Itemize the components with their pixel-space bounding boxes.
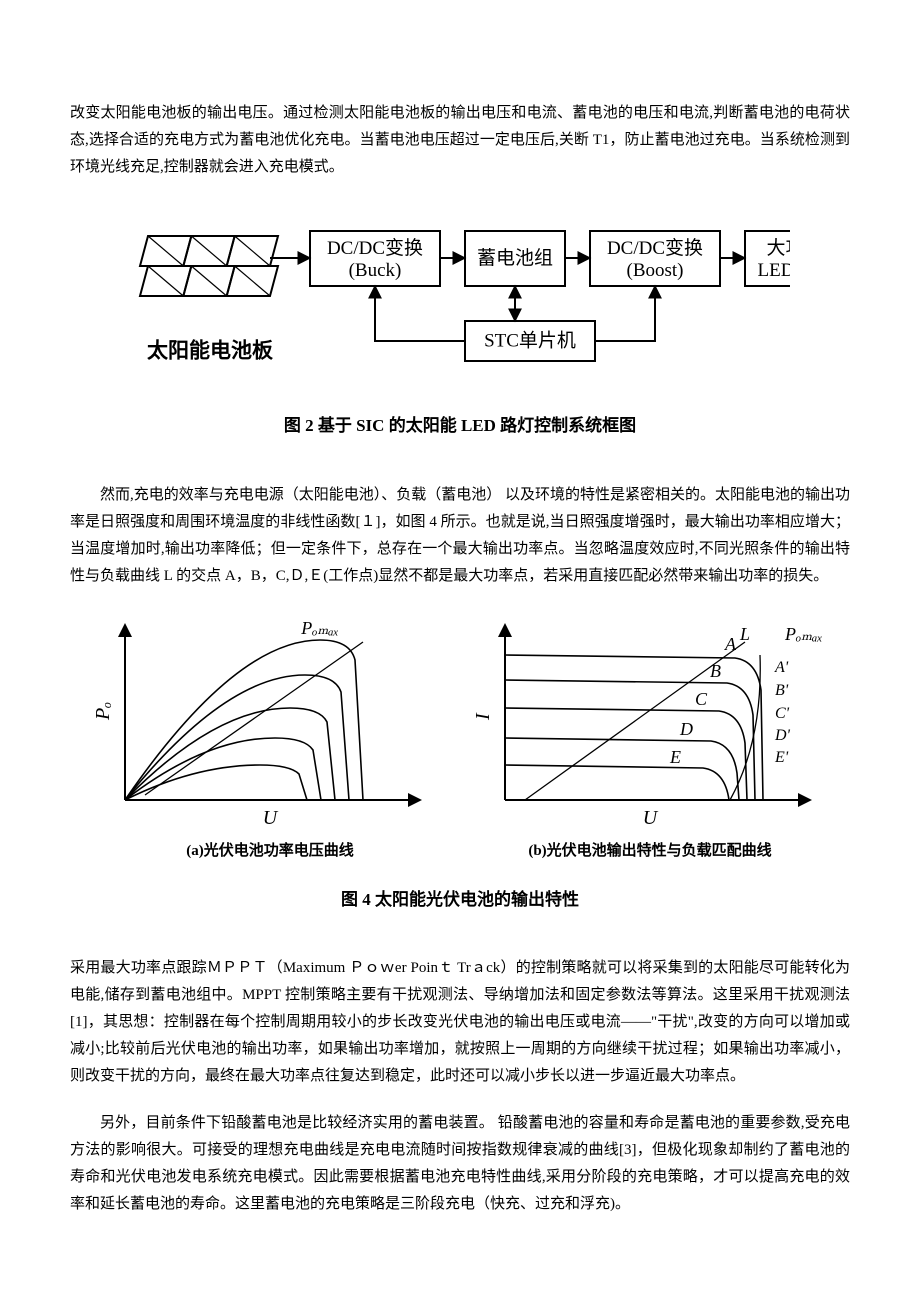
svg-text:D: D — [679, 719, 693, 739]
svg-text:C': C' — [775, 705, 790, 722]
paragraph-2: 然而,充电的效率与充电电源（太阳能电池）、负载（蓄电池） 以及环境的特性是紧密相… — [70, 482, 850, 590]
figure-4b-chart: I U Pₒₘₐₓ LABCDE A' B' C' D' E' — [475, 620, 825, 830]
svg-text:B': B' — [775, 682, 789, 699]
svg-text:蓄电池组: 蓄电池组 — [477, 247, 553, 269]
svg-text:I: I — [475, 712, 494, 721]
figure-4-caption: 图 4 太阳能光伏电池的输出特性 — [70, 885, 850, 916]
svg-text:C: C — [695, 689, 708, 709]
svg-text:L: L — [739, 624, 750, 644]
figure-4b-caption: (b)光伏电池输出特性与负载匹配曲线 — [475, 838, 825, 865]
figure-4a: Pₒ U Pₒₘₐₓ (a)光伏电池功率电压曲线 — [95, 620, 445, 865]
svg-text:Pₒ: Pₒ — [95, 701, 114, 720]
svg-text:(Boost): (Boost) — [627, 260, 684, 281]
svg-text:U: U — [263, 807, 279, 829]
svg-text:E': E' — [774, 749, 789, 766]
svg-text:Pₒₘₐₓ: Pₒₘₐₓ — [784, 624, 823, 644]
figure-4: Pₒ U Pₒₘₐₓ (a)光伏电池功率电压曲线 I U Pₒₘₐₓ LABCDE A' B'… — [70, 620, 850, 916]
svg-text:D': D' — [774, 727, 791, 744]
svg-text:(Buck): (Buck) — [349, 260, 402, 281]
svg-text:Pₒₘₐₓ: Pₒₘₐₓ — [300, 620, 339, 638]
svg-text:大功率: 大功率 — [766, 237, 790, 259]
svg-text:STC单片机: STC单片机 — [484, 330, 576, 352]
figure-4a-caption: (a)光伏电池功率电压曲线 — [95, 838, 445, 865]
svg-text:E: E — [669, 747, 681, 767]
figure-2-caption: 图 2 基于 SIC 的太阳能 LED 路灯控制系统框图 — [70, 411, 850, 442]
svg-text:A: A — [724, 634, 737, 654]
svg-text:DC/DC变换: DC/DC变换 — [327, 237, 423, 259]
svg-text:太阳能电池板: 太阳能电池板 — [147, 339, 274, 363]
svg-text:DC/DC变换: DC/DC变换 — [607, 237, 703, 259]
paragraph-1: 改变太阳能电池板的输出电压。通过检测太阳能电池板的输出电压和电流、蓄电池的电压和… — [70, 100, 850, 181]
figure-4b: I U Pₒₘₐₓ LABCDE A' B' C' D' E' (b)光伏电池输出特性与负载匹配… — [475, 620, 825, 865]
svg-text:B: B — [710, 661, 721, 681]
svg-text:U: U — [643, 807, 659, 829]
svg-text:LED光源: LED光源 — [758, 259, 790, 281]
figure-4a-chart: Pₒ U Pₒₘₐₓ — [95, 620, 445, 830]
figure-2: 太阳能电池板DC/DC变换(Buck)蓄电池组DC/DC变换(Boost)大功率… — [70, 211, 850, 442]
figure-2-diagram: 太阳能电池板DC/DC变换(Buck)蓄电池组DC/DC变换(Boost)大功率… — [70, 211, 790, 391]
paragraph-4: 另外，目前条件下铅酸蓄电池是比较经济实用的蓄电装置。 铅酸蓄电池的容量和寿命是蓄… — [70, 1110, 850, 1218]
svg-text:A': A' — [774, 659, 789, 676]
paragraph-3: 采用最大功率点跟踪ＭＰＰＴ（Maximum Ｐｏｗer Poinｔ Trａck）… — [70, 955, 850, 1090]
